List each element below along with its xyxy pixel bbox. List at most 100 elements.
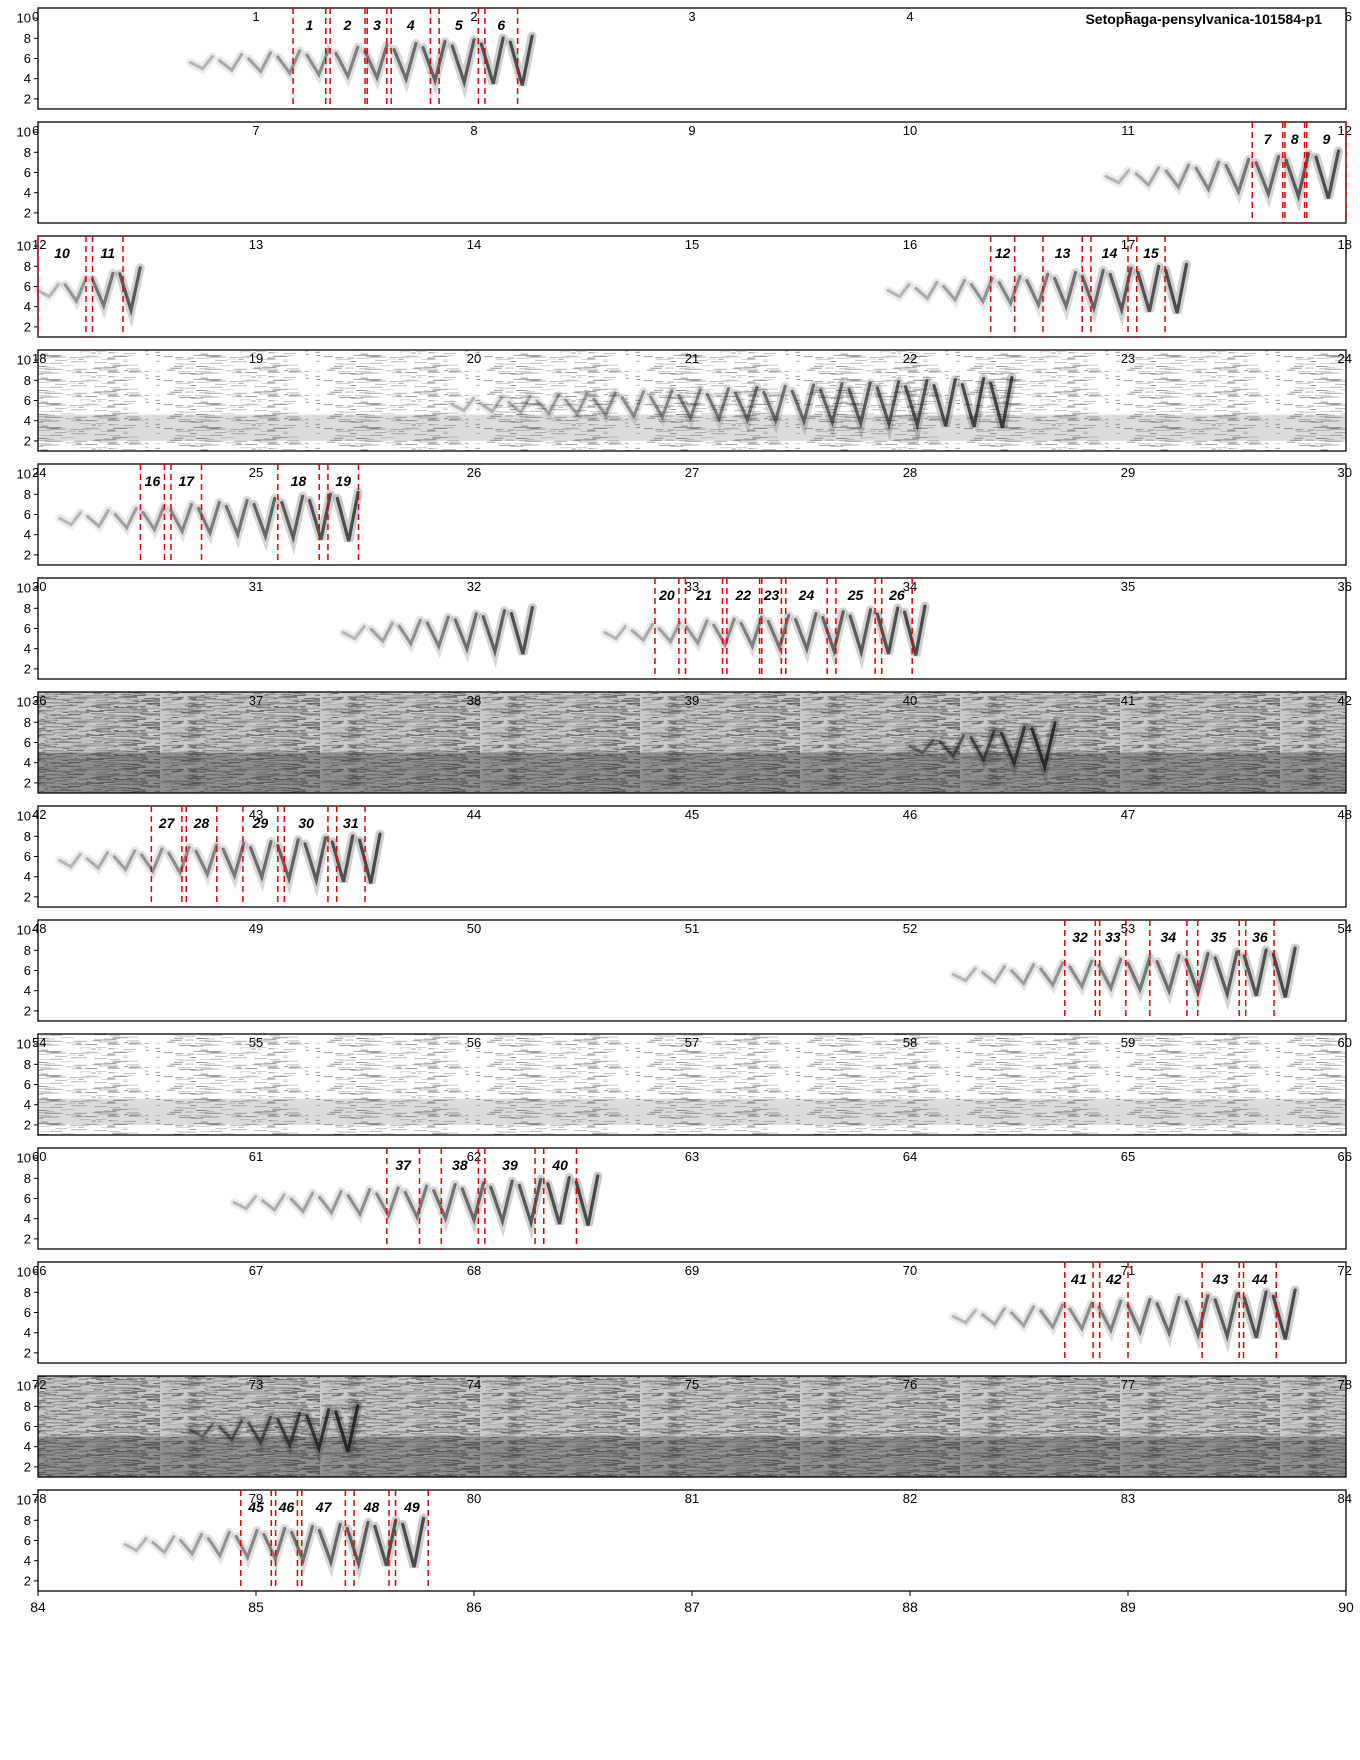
song-element [875,606,900,655]
row-time-label: 72 [1338,1263,1352,1278]
row-time-label: 5 [1124,9,1131,24]
y-tick-label: 2 [24,1231,31,1246]
row-time-label: 77 [1121,1377,1135,1392]
song-element-halo [82,848,112,875]
song-element-halo [166,499,197,543]
song-element-halo [148,1532,179,1560]
song-element [981,965,1007,985]
y-tick-label: 8 [24,1513,31,1528]
syllable-16: 16 [139,464,166,565]
song-element [276,838,300,885]
song-element-halo [447,35,479,99]
row-time-label: 71 [1121,1263,1135,1278]
row-time-label: 47 [1121,807,1135,822]
song-element [58,852,82,869]
song-element-halo [327,831,358,884]
syllable-label: 24 [798,587,815,603]
song-element-halo [186,1420,217,1443]
syllable-48: 48 [353,1490,390,1591]
y-tick-label: 4 [24,185,31,200]
syllable-label: 7 [1264,131,1273,147]
syllable-35: 35 [1197,920,1240,1021]
x-tick-label: 84 [30,1599,46,1615]
row-time-label: 52 [903,921,917,936]
song-element [140,847,164,875]
song-element [1039,1303,1065,1331]
row-time-label: 66 [1338,1149,1352,1164]
syllable-label: 39 [502,1157,518,1173]
y-tick-label: 2 [24,1117,31,1132]
song-element [960,376,986,428]
song-element-halo [1131,163,1164,192]
song-element-halo [249,493,280,552]
y-tick-label: 10 [17,1493,31,1508]
song-element-halo [286,1188,318,1220]
song-element-halo [422,612,453,659]
syllable-label: 32 [1072,929,1088,945]
song-element [358,832,382,884]
x-tick-label: 85 [248,1599,264,1615]
syllable-46: 46 [274,1490,299,1591]
song-element-halo [273,835,303,895]
song-element [36,282,60,299]
row-time-label: 33 [685,579,699,594]
y-tick-label: 2 [24,319,31,334]
syllable-label: 33 [1105,929,1121,945]
row-noise-texture [38,692,1346,793]
y-tick-label: 8 [24,1171,31,1186]
song-element-halo [1268,1285,1300,1341]
song-element-halo [83,506,113,534]
syllable-label: 1 [306,17,314,33]
row-time-label: 2 [470,9,477,24]
song-element [1068,959,1094,991]
syllable-label: 5 [455,17,463,33]
song-element-halo [589,388,620,425]
song-element-halo [872,377,904,442]
song-element-halo [905,736,938,759]
song-element [914,280,939,301]
song-element [1108,266,1133,316]
song-element [1184,1294,1210,1341]
song-element-halo [994,271,1025,315]
syllable-label: 17 [178,473,195,489]
syllable-17: 17 [170,464,203,565]
song-element [432,1182,457,1224]
song-element-halo [759,381,790,435]
song-element [1097,957,1123,993]
song-element [932,378,957,427]
song-element-halo [702,384,733,432]
row-time-label: 68 [467,1263,481,1278]
song-element [453,612,478,655]
song-element-halo [505,31,537,87]
song-element [63,277,88,305]
row-time-label: 40 [903,693,917,708]
y-tick-label: 10 [17,11,31,26]
syllable-42: 42 [1098,1262,1129,1363]
song-element [375,1186,400,1220]
song-element-halo [33,280,63,303]
row-time-label: 39 [685,693,699,708]
song-element-halo [1152,951,1184,1006]
y-tick-label: 8 [24,1399,31,1414]
song-element [1314,149,1341,199]
row-time-label: 8 [470,123,477,138]
song-element [1164,262,1189,314]
song-element [1080,268,1105,314]
syllable-label: 22 [734,587,751,603]
song-element-halo [1065,956,1097,997]
song-element [224,498,249,540]
song-element [478,395,504,414]
syllable-45: 45 [239,1490,273,1591]
y-tick-label: 6 [24,393,31,408]
song-element [425,615,450,651]
song-element-halo [314,1519,345,1578]
song-element [141,504,166,534]
y-tick-label: 2 [24,91,31,106]
row-time-label: 42 [1338,693,1352,708]
song-element-halo [939,275,969,309]
song-element-halo [844,378,875,440]
song-element [305,1408,331,1455]
song-element-halo [109,846,140,878]
